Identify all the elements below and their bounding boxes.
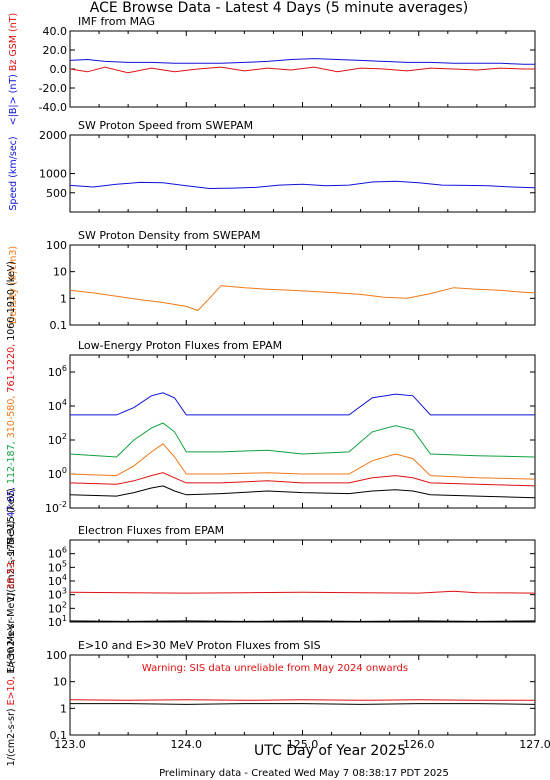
series-line bbox=[70, 392, 535, 416]
y-tick-label: 100 bbox=[46, 239, 67, 252]
y-tick-label: 10 bbox=[53, 676, 67, 689]
y-tick-label: -40.0 bbox=[39, 101, 67, 114]
series-line bbox=[70, 699, 535, 701]
x-tick-label: 125.0 bbox=[287, 738, 319, 751]
chart-panel: Electron Fluxes from EPAM 106105104103102… bbox=[6, 488, 536, 674]
series-line bbox=[70, 485, 535, 499]
y-tick-label: 1 bbox=[60, 702, 67, 715]
series-line bbox=[70, 703, 535, 705]
y-tick-label: 105 bbox=[48, 559, 67, 574]
series-line bbox=[70, 285, 535, 312]
y-tick-label: 1000 bbox=[39, 168, 67, 181]
x-tick-label: 127.0 bbox=[519, 738, 550, 751]
series-line bbox=[70, 472, 535, 487]
x-tick-label: 123.0 bbox=[54, 738, 86, 751]
panels: IMF from MAG 40.0 20.0 0.0 -20.0 -40.0 <|B|> (… bbox=[6, 13, 536, 766]
panel-title: Electron Fluxes from EPAM bbox=[78, 524, 224, 537]
series-line bbox=[70, 422, 535, 458]
chart-panel: SW Proton Speed from SWEPAM 2000 1000 500 Sp… bbox=[8, 119, 536, 213]
panel-title: SW Proton Density from SWEPAM bbox=[78, 229, 260, 242]
figure-title: ACE Browse Data - Latest 4 Days (5 minut… bbox=[90, 0, 468, 16]
y-tick-label: 0.1 bbox=[50, 729, 68, 742]
y-tick-label: 20.0 bbox=[43, 44, 68, 57]
y-tick-label: 10-2 bbox=[45, 500, 67, 515]
y-axis-label: 1/(cm2-s-sr-MeV) 38-53, 175-315 (keV) bbox=[6, 488, 17, 674]
chart-panel: IMF from MAG 40.0 20.0 0.0 -20.0 -40.0 <|B|> (… bbox=[8, 13, 536, 126]
plot-frame bbox=[69, 244, 536, 326]
y-tick-label: 0.0 bbox=[50, 63, 68, 76]
chart-panel: Low-Energy Proton Fluxes from EPAM 106 104… bbox=[6, 261, 536, 602]
y-axis-label: 1/(cm2-s-sr) E>10, E>30 MeV bbox=[6, 623, 17, 766]
plot-frame bbox=[69, 354, 536, 509]
y-tick-label: 100 bbox=[46, 649, 67, 662]
y-tick-label: 100 bbox=[48, 466, 67, 481]
warning-text: Warning: SIS data unreliable from May 20… bbox=[142, 663, 408, 674]
plot-frame bbox=[69, 134, 536, 213]
y-tick-label: 102 bbox=[48, 432, 67, 447]
y-tick-label: 1 bbox=[60, 292, 67, 305]
x-axis: 123.0 124.0 125.0 126.0 127.0 bbox=[54, 738, 550, 751]
series-line bbox=[70, 443, 535, 480]
y-axis-label: Speed (km/sec) bbox=[8, 136, 19, 210]
series-line bbox=[70, 58, 535, 65]
series-line bbox=[70, 180, 535, 190]
panel-title: E>10 and E>30 MeV Proton Fluxes from SIS bbox=[78, 639, 321, 652]
y-tick-label: 101 bbox=[48, 614, 67, 629]
y-tick-label: 102 bbox=[48, 600, 67, 615]
y-tick-label: 500 bbox=[46, 187, 67, 200]
x-axis-label: UTC Day of Year 2025 bbox=[254, 743, 406, 759]
y-tick-label: 2000 bbox=[39, 129, 67, 142]
series-line bbox=[70, 66, 535, 74]
panel-title: Low-Energy Proton Fluxes from EPAM bbox=[78, 339, 282, 352]
y-tick-label: 104 bbox=[48, 398, 67, 413]
panel-title: SW Proton Speed from SWEPAM bbox=[78, 119, 253, 132]
y-axis-label: 1/(cm2-s-sr-MeV) 47-65, 112-187, 310-580… bbox=[6, 261, 17, 602]
y-tick-label: 106 bbox=[48, 364, 67, 379]
y-tick-label: 0.1 bbox=[50, 319, 68, 332]
y-tick-label: 40.0 bbox=[43, 25, 68, 38]
plot-frame bbox=[69, 539, 536, 623]
y-tick-label: 103 bbox=[48, 587, 67, 602]
y-axis-label: <|B|> (nT) Bz GSM (nT) bbox=[8, 13, 19, 126]
y-axis-label: Density (#/cm3) bbox=[8, 246, 19, 324]
chart-panel: E>10 and E>30 MeV Proton Fluxes from SIS… bbox=[6, 623, 536, 766]
y-tick-label: 104 bbox=[48, 573, 67, 588]
series-line bbox=[70, 590, 535, 594]
y-tick-label: 106 bbox=[48, 546, 67, 561]
x-tick-label: 124.0 bbox=[171, 738, 203, 751]
y-tick-label: -20.0 bbox=[39, 82, 67, 95]
x-tick-label: 126.0 bbox=[403, 738, 435, 751]
chart-panel: SW Proton Density from SWEPAM 100 10 1 0.1 De… bbox=[8, 229, 536, 332]
panel-title: IMF from MAG bbox=[78, 15, 155, 28]
footer-text: Preliminary data - Created Wed May 7 08:… bbox=[159, 768, 449, 779]
y-tick-label: 10 bbox=[53, 266, 67, 279]
